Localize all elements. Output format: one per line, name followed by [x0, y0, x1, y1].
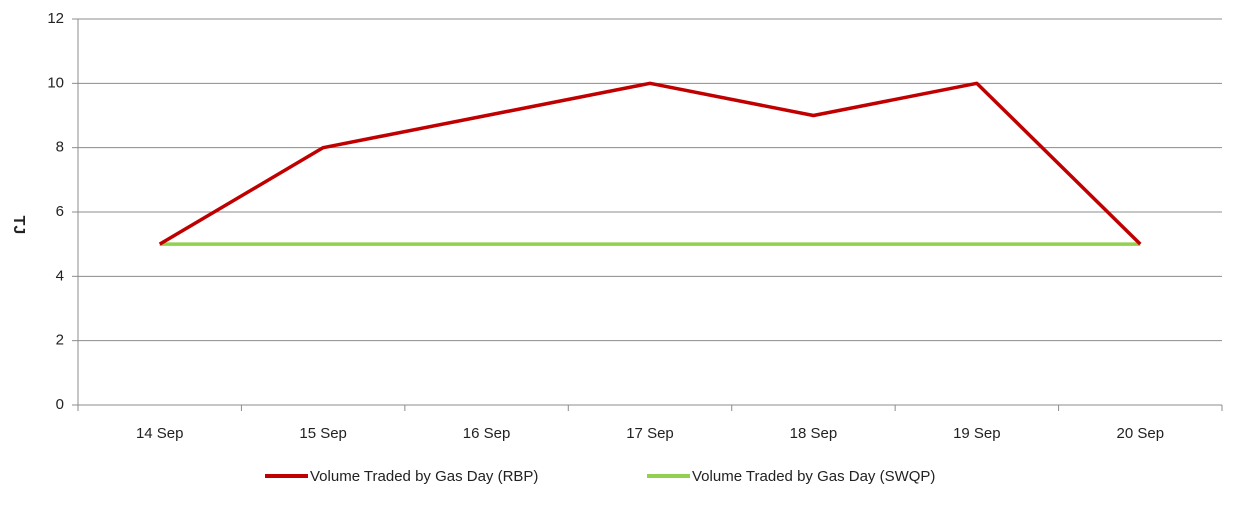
x-tick-label: 18 Sep — [790, 425, 838, 442]
y-tick-label: 2 — [56, 332, 64, 349]
legend-label: Volume Traded by Gas Day (SWQP) — [692, 468, 935, 485]
y-tick-label: 0 — [56, 396, 64, 413]
y-axis-label: TJ — [10, 216, 27, 235]
x-tick-label: 17 Sep — [626, 425, 674, 442]
y-tick-label: 12 — [47, 10, 64, 27]
y-tick-label: 10 — [47, 74, 64, 91]
y-tick-label: 6 — [56, 203, 64, 220]
series-line — [158, 81, 1142, 246]
legend-label: Volume Traded by Gas Day (RBP) — [310, 468, 538, 485]
x-tick-label: 16 Sep — [463, 425, 511, 442]
x-tick-label: 15 Sep — [299, 425, 347, 442]
x-tick-label: 19 Sep — [953, 425, 1001, 442]
x-tick-label: 20 Sep — [1117, 425, 1165, 442]
y-tick-label: 8 — [56, 139, 64, 156]
x-tick-label: 14 Sep — [136, 425, 184, 442]
y-tick-label: 4 — [56, 267, 64, 284]
